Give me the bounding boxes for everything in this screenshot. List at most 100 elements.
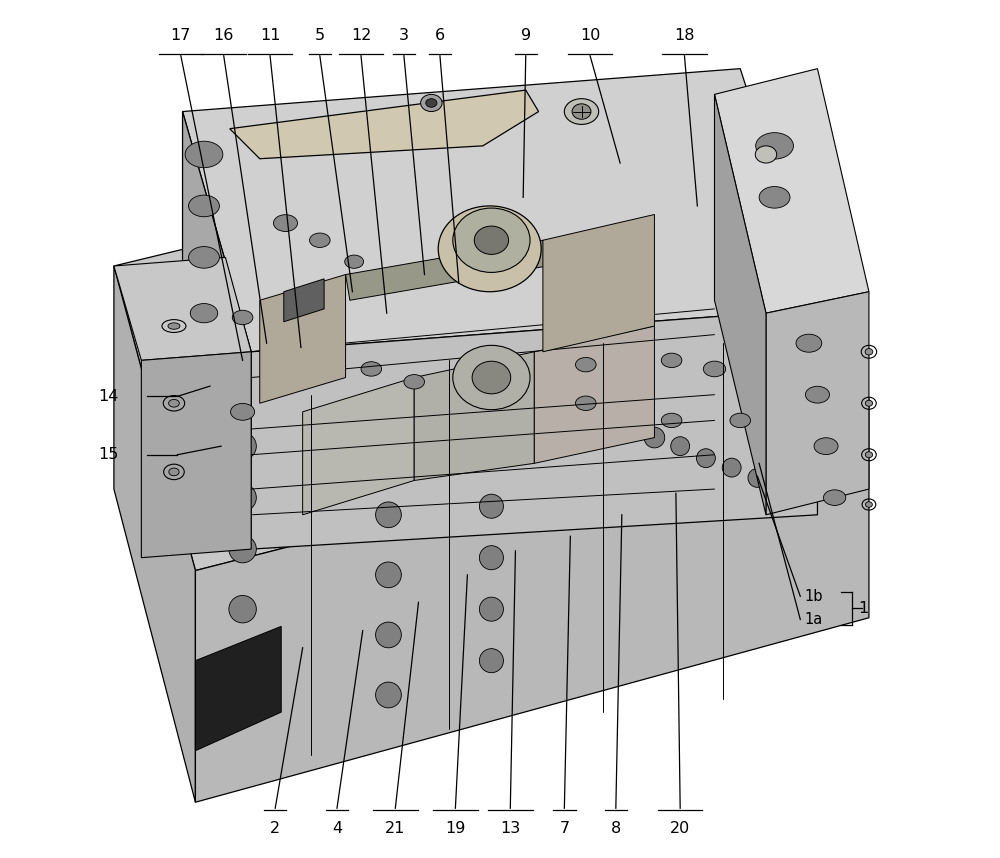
Polygon shape — [714, 69, 869, 313]
Text: 1: 1 — [859, 601, 869, 616]
Ellipse shape — [229, 535, 256, 563]
Ellipse shape — [644, 427, 665, 448]
Ellipse shape — [169, 468, 179, 475]
Text: 15: 15 — [98, 447, 119, 462]
Text: 9: 9 — [521, 28, 531, 43]
Ellipse shape — [572, 104, 591, 119]
Polygon shape — [766, 292, 869, 515]
Ellipse shape — [800, 463, 817, 480]
Ellipse shape — [438, 206, 541, 292]
Ellipse shape — [696, 449, 715, 468]
Polygon shape — [114, 257, 251, 360]
Ellipse shape — [703, 361, 726, 377]
Ellipse shape — [426, 99, 437, 107]
Ellipse shape — [169, 400, 179, 408]
Text: 3: 3 — [399, 28, 409, 43]
Ellipse shape — [748, 468, 767, 487]
Ellipse shape — [796, 335, 822, 353]
Text: 21: 21 — [385, 821, 406, 836]
Text: 11: 11 — [260, 28, 280, 43]
Text: 6: 6 — [435, 28, 445, 43]
Polygon shape — [183, 112, 251, 549]
Polygon shape — [714, 94, 766, 515]
Text: 2: 2 — [270, 821, 280, 836]
Polygon shape — [346, 240, 547, 300]
Text: 1a: 1a — [805, 612, 823, 627]
Polygon shape — [303, 378, 414, 515]
Ellipse shape — [479, 443, 503, 467]
Ellipse shape — [229, 698, 256, 726]
Text: 16: 16 — [214, 28, 234, 43]
Ellipse shape — [464, 227, 515, 270]
Ellipse shape — [576, 358, 596, 372]
Ellipse shape — [453, 208, 530, 273]
Polygon shape — [195, 626, 281, 751]
Ellipse shape — [865, 348, 873, 355]
Ellipse shape — [275, 328, 296, 341]
Polygon shape — [114, 103, 869, 571]
Ellipse shape — [231, 403, 255, 420]
Ellipse shape — [865, 451, 873, 458]
Ellipse shape — [479, 546, 503, 570]
Ellipse shape — [190, 304, 218, 323]
Ellipse shape — [229, 595, 256, 623]
Ellipse shape — [472, 361, 511, 394]
Ellipse shape — [866, 502, 872, 507]
Text: 8: 8 — [611, 821, 621, 836]
Ellipse shape — [421, 94, 442, 112]
Text: 1b: 1b — [805, 589, 823, 604]
Ellipse shape — [229, 484, 256, 511]
Ellipse shape — [479, 597, 503, 621]
Ellipse shape — [189, 246, 219, 269]
Ellipse shape — [759, 186, 790, 208]
Polygon shape — [183, 69, 817, 352]
Ellipse shape — [310, 233, 330, 247]
Ellipse shape — [273, 214, 298, 232]
Ellipse shape — [722, 458, 741, 477]
Polygon shape — [141, 352, 251, 558]
Ellipse shape — [564, 99, 599, 124]
Ellipse shape — [479, 494, 503, 518]
Text: 14: 14 — [98, 389, 119, 404]
Ellipse shape — [376, 682, 401, 708]
Ellipse shape — [661, 414, 682, 427]
Text: 18: 18 — [674, 28, 695, 43]
Text: 4: 4 — [332, 821, 342, 836]
Ellipse shape — [168, 323, 180, 329]
Ellipse shape — [185, 142, 223, 167]
Ellipse shape — [479, 649, 503, 673]
Ellipse shape — [755, 146, 777, 163]
Polygon shape — [534, 326, 654, 463]
Text: 19: 19 — [445, 821, 466, 836]
Polygon shape — [230, 90, 539, 159]
Ellipse shape — [756, 133, 793, 159]
Ellipse shape — [229, 647, 256, 674]
Ellipse shape — [232, 311, 253, 324]
Ellipse shape — [361, 362, 382, 376]
Ellipse shape — [671, 437, 690, 456]
Text: 13: 13 — [500, 821, 520, 836]
Ellipse shape — [345, 255, 364, 269]
Polygon shape — [251, 309, 817, 549]
Ellipse shape — [376, 622, 401, 648]
Ellipse shape — [814, 438, 838, 455]
Ellipse shape — [318, 345, 339, 359]
Ellipse shape — [576, 396, 596, 410]
Ellipse shape — [189, 195, 219, 217]
Ellipse shape — [404, 375, 424, 389]
Ellipse shape — [805, 386, 829, 403]
Text: 12: 12 — [351, 28, 371, 43]
Polygon shape — [195, 399, 869, 802]
Ellipse shape — [453, 346, 530, 410]
Polygon shape — [284, 279, 324, 322]
Text: 5: 5 — [315, 28, 325, 43]
Polygon shape — [414, 352, 534, 480]
Text: 20: 20 — [670, 821, 690, 836]
Polygon shape — [260, 275, 346, 403]
Ellipse shape — [474, 226, 509, 255]
Polygon shape — [114, 266, 195, 802]
Ellipse shape — [376, 502, 401, 528]
Ellipse shape — [730, 414, 751, 427]
Ellipse shape — [490, 364, 510, 378]
Ellipse shape — [865, 400, 873, 406]
